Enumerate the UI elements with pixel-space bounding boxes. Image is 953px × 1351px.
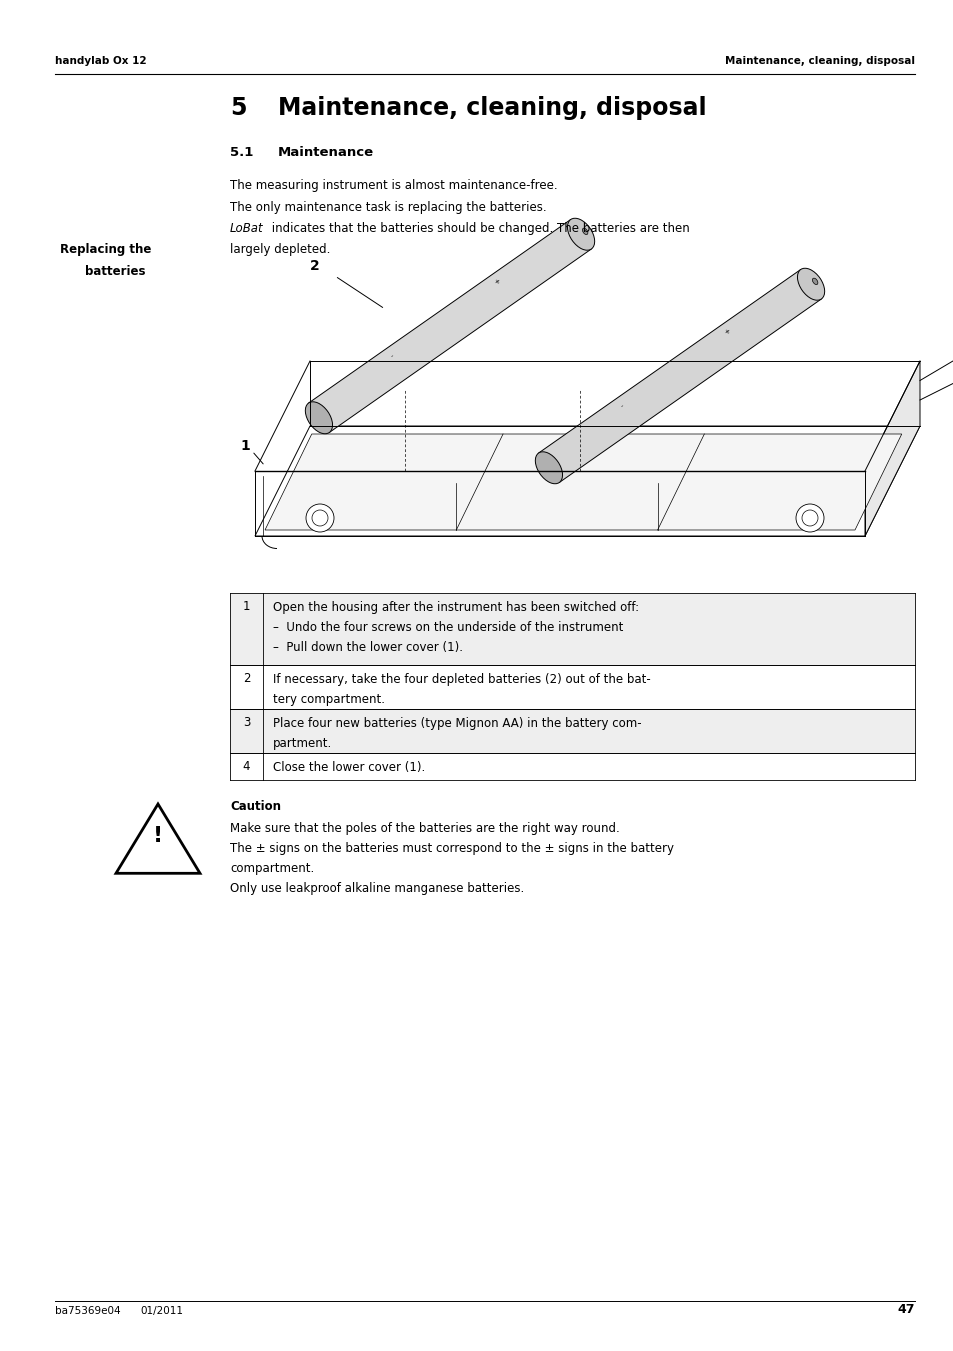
Text: indicates that the batteries should be changed. The batteries are then: indicates that the batteries should be c… bbox=[268, 222, 690, 235]
Text: Place four new batteries (type Mignon AA) in the battery com-: Place four new batteries (type Mignon AA… bbox=[273, 717, 641, 730]
Polygon shape bbox=[116, 804, 200, 873]
Text: handylab Ox 12: handylab Ox 12 bbox=[55, 55, 147, 66]
Text: 2: 2 bbox=[310, 259, 319, 273]
Text: tery compartment.: tery compartment. bbox=[273, 693, 385, 707]
Text: largely depleted.: largely depleted. bbox=[230, 243, 330, 257]
Text: Open the housing after the instrument has been switched off:: Open the housing after the instrument ha… bbox=[273, 601, 639, 613]
Polygon shape bbox=[538, 269, 821, 482]
Text: partment.: partment. bbox=[273, 738, 332, 750]
Text: -: - bbox=[619, 403, 624, 408]
Text: The measuring instrument is almost maintenance-free.: The measuring instrument is almost maint… bbox=[230, 178, 558, 192]
Text: ba75369e04: ba75369e04 bbox=[55, 1306, 120, 1316]
Polygon shape bbox=[864, 361, 919, 536]
Polygon shape bbox=[265, 434, 901, 530]
Text: 5: 5 bbox=[230, 96, 246, 120]
Text: Replacing the: Replacing the bbox=[60, 243, 152, 255]
Text: 1: 1 bbox=[242, 600, 250, 613]
Text: Maintenance, cleaning, disposal: Maintenance, cleaning, disposal bbox=[277, 96, 706, 120]
Circle shape bbox=[795, 504, 823, 532]
Text: –  Pull down the lower cover (1).: – Pull down the lower cover (1). bbox=[273, 640, 462, 654]
Text: Close the lower cover (1).: Close the lower cover (1). bbox=[273, 761, 425, 774]
Text: The only maintenance task is replacing the batteries.: The only maintenance task is replacing t… bbox=[230, 200, 546, 213]
Text: 1: 1 bbox=[240, 439, 250, 453]
Text: Maintenance, cleaning, disposal: Maintenance, cleaning, disposal bbox=[724, 55, 914, 66]
Text: compartment.: compartment. bbox=[230, 862, 314, 875]
Text: –  Undo the four screws on the underside of the instrument: – Undo the four screws on the underside … bbox=[273, 621, 622, 634]
Text: !: ! bbox=[152, 825, 163, 846]
Text: 4: 4 bbox=[242, 761, 250, 773]
Text: +: + bbox=[493, 278, 501, 286]
Text: If necessary, take the four depleted batteries (2) out of the bat-: If necessary, take the four depleted bat… bbox=[273, 673, 650, 686]
Text: 3: 3 bbox=[243, 716, 250, 730]
Text: 5.1: 5.1 bbox=[230, 146, 253, 159]
Text: Only use leakproof alkaline manganese batteries.: Only use leakproof alkaline manganese ba… bbox=[230, 882, 524, 894]
Text: Make sure that the poles of the batteries are the right way round.: Make sure that the poles of the batterie… bbox=[230, 821, 619, 835]
Text: The ± signs on the batteries must correspond to the ± signs in the battery: The ± signs on the batteries must corres… bbox=[230, 842, 673, 855]
Polygon shape bbox=[308, 219, 591, 432]
Text: Caution: Caution bbox=[230, 800, 281, 813]
Ellipse shape bbox=[812, 278, 817, 285]
Ellipse shape bbox=[535, 451, 562, 484]
FancyBboxPatch shape bbox=[230, 593, 914, 665]
Text: 47: 47 bbox=[897, 1302, 914, 1316]
Ellipse shape bbox=[582, 228, 587, 235]
Text: 01/2011: 01/2011 bbox=[140, 1306, 183, 1316]
Text: Maintenance: Maintenance bbox=[277, 146, 374, 159]
Polygon shape bbox=[254, 426, 919, 536]
Circle shape bbox=[306, 504, 334, 532]
Text: -: - bbox=[389, 353, 395, 358]
Text: LoBat: LoBat bbox=[230, 222, 263, 235]
Ellipse shape bbox=[305, 401, 333, 434]
Text: +: + bbox=[722, 328, 731, 336]
Text: 2: 2 bbox=[242, 671, 250, 685]
Text: batteries: batteries bbox=[85, 265, 146, 278]
FancyBboxPatch shape bbox=[230, 709, 914, 753]
Ellipse shape bbox=[567, 219, 594, 250]
Ellipse shape bbox=[797, 269, 823, 300]
